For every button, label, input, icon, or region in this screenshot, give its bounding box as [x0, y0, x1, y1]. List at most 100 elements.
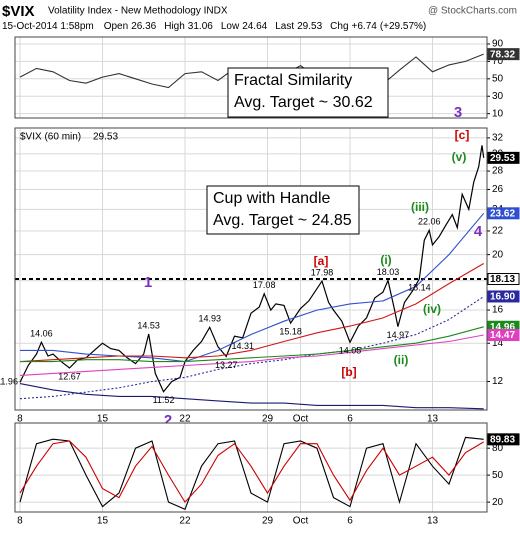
- series-line: [19, 383, 484, 410]
- value-tag-label: 18.13: [490, 274, 515, 285]
- x-tick-label: 6: [347, 414, 353, 425]
- y-tick-label: 20: [492, 497, 504, 508]
- annotation-box: [227, 67, 389, 118]
- series-line: [20, 326, 484, 363]
- point-label: 14.06: [30, 329, 53, 339]
- y-tick-label: 30: [492, 91, 504, 102]
- y-tick-label: 80: [492, 443, 504, 454]
- point-label: 14.93: [198, 314, 221, 324]
- point-label: 14.31: [231, 341, 254, 351]
- series-line: [19, 263, 484, 363]
- point-label: 11.52: [153, 395, 175, 405]
- symbol: $VIX: [2, 3, 35, 20]
- value-tag: [487, 151, 520, 164]
- panel-frame: [14, 127, 488, 411]
- last: 29.53: [297, 21, 322, 32]
- wave-label: 4: [474, 223, 483, 240]
- point-label: 17.98: [311, 267, 334, 277]
- low-label: Low: [221, 21, 240, 32]
- x-tick-label: Oct: [293, 516, 309, 527]
- panel-frame: [14, 36, 488, 119]
- wave-label: (i): [380, 253, 391, 267]
- instrument-name: Volatility Index - New Methodology INDX: [48, 6, 228, 17]
- x-tick-label: Oct: [293, 414, 309, 425]
- wave-label: 3: [454, 104, 462, 121]
- point-label: 18.14: [408, 282, 431, 292]
- legend: $VIX (60 min): [20, 132, 81, 143]
- point-label: 17.08: [253, 280, 276, 290]
- x-tick-label: 22: [179, 414, 191, 425]
- datetime: 15-Oct-2014 1:58pm: [2, 21, 94, 32]
- quote-line: 15-Oct-2014 1:58pm Open 26.36 High 31.06 Low 2…: [2, 21, 426, 32]
- x-tick-label: 29: [262, 414, 274, 425]
- series-line: [19, 145, 485, 393]
- point-label: 15.18: [279, 327, 302, 337]
- point-label: 14.53: [137, 320, 160, 330]
- panel-background: [15, 423, 487, 512]
- point-label: 22.06: [418, 217, 441, 227]
- high-label: High: [164, 21, 185, 32]
- y-tick-label: 14: [492, 338, 504, 349]
- last-label: Last: [275, 21, 294, 32]
- open-label: Open: [104, 21, 128, 32]
- chg-label: Chg: [330, 21, 348, 32]
- y-tick-label: 22: [492, 226, 504, 237]
- value-tag-label: 89.83: [490, 434, 515, 445]
- annotation-text: Avg. Target ~ 30.62: [234, 94, 373, 111]
- wave-label: 2: [164, 412, 172, 429]
- x-tick-label: 29: [262, 516, 274, 527]
- plot-area: [15, 128, 487, 410]
- x-tick-label: 15: [97, 414, 109, 425]
- wave-label: [c]: [455, 128, 470, 142]
- value-tag-label: 16.90: [490, 292, 515, 303]
- value-tag-label: 14.47: [490, 330, 515, 341]
- y-tick-label: 90: [492, 39, 504, 50]
- y-tick-label: 26: [492, 184, 504, 195]
- chg-pct: (+29.57%): [380, 21, 426, 32]
- annotation-text: Avg. Target ~ 24.85: [213, 212, 352, 229]
- annotation-box: [206, 185, 360, 235]
- point-label: 18.03: [377, 267, 400, 277]
- value-tag: [487, 433, 520, 446]
- value-tag: [487, 290, 520, 303]
- value-tag: [487, 207, 520, 220]
- high: 31.06: [188, 21, 213, 32]
- point-label: 13.27: [215, 360, 238, 370]
- chg: +6.74: [352, 21, 378, 32]
- y-tick-label: 10: [492, 108, 504, 119]
- wave-label: (ii): [394, 353, 409, 367]
- point-label: 12.67: [58, 371, 81, 381]
- wave-label: [a]: [314, 254, 329, 268]
- value-tag-label: 23.62: [490, 208, 515, 219]
- wave-label: [b]: [341, 365, 356, 379]
- value-tag: [487, 273, 520, 286]
- series-line: [19, 440, 484, 504]
- y-tick-label: 20: [492, 249, 504, 260]
- x-tick-label: 22: [179, 516, 191, 527]
- value-tag-label: 78.32: [490, 49, 515, 60]
- x-tick-label: 6: [347, 516, 353, 527]
- wave-label: (v): [452, 150, 467, 164]
- panel-background: [15, 128, 487, 410]
- annotation-text: Cup with Handle: [213, 190, 331, 207]
- y-tick-label: 50: [492, 73, 504, 84]
- value-tag: [487, 329, 520, 342]
- point-label: 14.05: [339, 346, 362, 356]
- panel-frame: [14, 422, 488, 513]
- wave-label: 1: [144, 274, 152, 291]
- x-tick-label: 13: [427, 414, 439, 425]
- value-tag-label: 14.96: [490, 322, 515, 333]
- x-tick-label: 8: [17, 414, 23, 425]
- open: 26.36: [131, 21, 156, 32]
- x-tick-label: 15: [97, 516, 109, 527]
- legend-value: 29.53: [93, 132, 118, 143]
- y-tick-label: 50: [492, 470, 504, 481]
- annotation-text: Fractal Similarity: [234, 72, 352, 89]
- wave-label: (iv): [423, 302, 441, 316]
- x-tick-label: 8: [17, 516, 23, 527]
- series-line: [19, 296, 485, 400]
- y-tick-label: 28: [492, 166, 504, 177]
- series-line: [20, 212, 485, 363]
- value-tag-label: 29.53: [490, 153, 515, 164]
